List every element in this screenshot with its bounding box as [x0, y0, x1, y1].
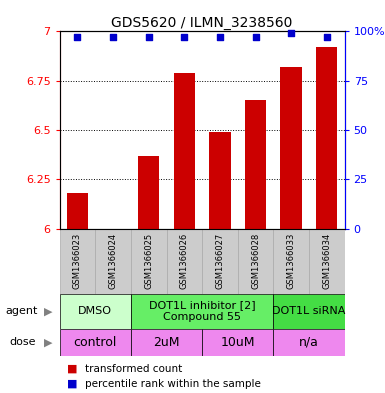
- Title: GDS5620 / ILMN_3238560: GDS5620 / ILMN_3238560: [111, 17, 293, 30]
- Point: [181, 34, 187, 40]
- Text: 10uM: 10uM: [221, 336, 255, 349]
- Text: ■: ■: [67, 364, 78, 374]
- Bar: [273, 229, 309, 294]
- Bar: [202, 329, 273, 356]
- Point: [324, 34, 330, 40]
- Text: percentile rank within the sample: percentile rank within the sample: [85, 379, 261, 389]
- Bar: [60, 329, 131, 356]
- Text: DMSO: DMSO: [78, 306, 112, 316]
- Point: [288, 30, 294, 37]
- Bar: [273, 329, 345, 356]
- Text: GSM1366034: GSM1366034: [322, 233, 331, 289]
- Text: GSM1366033: GSM1366033: [287, 233, 296, 289]
- Bar: [166, 229, 202, 294]
- Text: agent: agent: [6, 306, 38, 316]
- Bar: [131, 229, 166, 294]
- Point: [146, 34, 152, 40]
- Text: transformed count: transformed count: [85, 364, 182, 374]
- Bar: [131, 329, 202, 356]
- Text: dose: dose: [10, 337, 36, 347]
- Bar: [138, 156, 159, 229]
- Text: GSM1366023: GSM1366023: [73, 233, 82, 289]
- Bar: [60, 294, 131, 329]
- Text: DOT1L siRNA: DOT1L siRNA: [272, 306, 346, 316]
- Text: ▶: ▶: [44, 337, 53, 347]
- Bar: [316, 47, 337, 229]
- Point: [74, 34, 80, 40]
- Bar: [273, 294, 345, 329]
- Text: ■: ■: [67, 379, 78, 389]
- Text: GSM1366027: GSM1366027: [216, 233, 224, 289]
- Bar: [131, 294, 273, 329]
- Bar: [60, 229, 95, 294]
- Text: GSM1366028: GSM1366028: [251, 233, 260, 289]
- Bar: [309, 229, 345, 294]
- Bar: [245, 101, 266, 229]
- Text: n/a: n/a: [299, 336, 319, 349]
- Text: DOT1L inhibitor [2]
Compound 55: DOT1L inhibitor [2] Compound 55: [149, 301, 255, 322]
- Bar: [67, 193, 88, 229]
- Bar: [174, 73, 195, 229]
- Text: GSM1366024: GSM1366024: [109, 233, 117, 289]
- Text: ▶: ▶: [44, 306, 53, 316]
- Point: [217, 34, 223, 40]
- Bar: [280, 67, 302, 229]
- Text: GSM1366026: GSM1366026: [180, 233, 189, 289]
- Text: 2uM: 2uM: [153, 336, 180, 349]
- Point: [253, 34, 259, 40]
- Text: GSM1366025: GSM1366025: [144, 233, 153, 289]
- Bar: [95, 229, 131, 294]
- Point: [110, 34, 116, 40]
- Bar: [202, 229, 238, 294]
- Text: control: control: [74, 336, 117, 349]
- Bar: [238, 229, 273, 294]
- Bar: [209, 132, 231, 229]
